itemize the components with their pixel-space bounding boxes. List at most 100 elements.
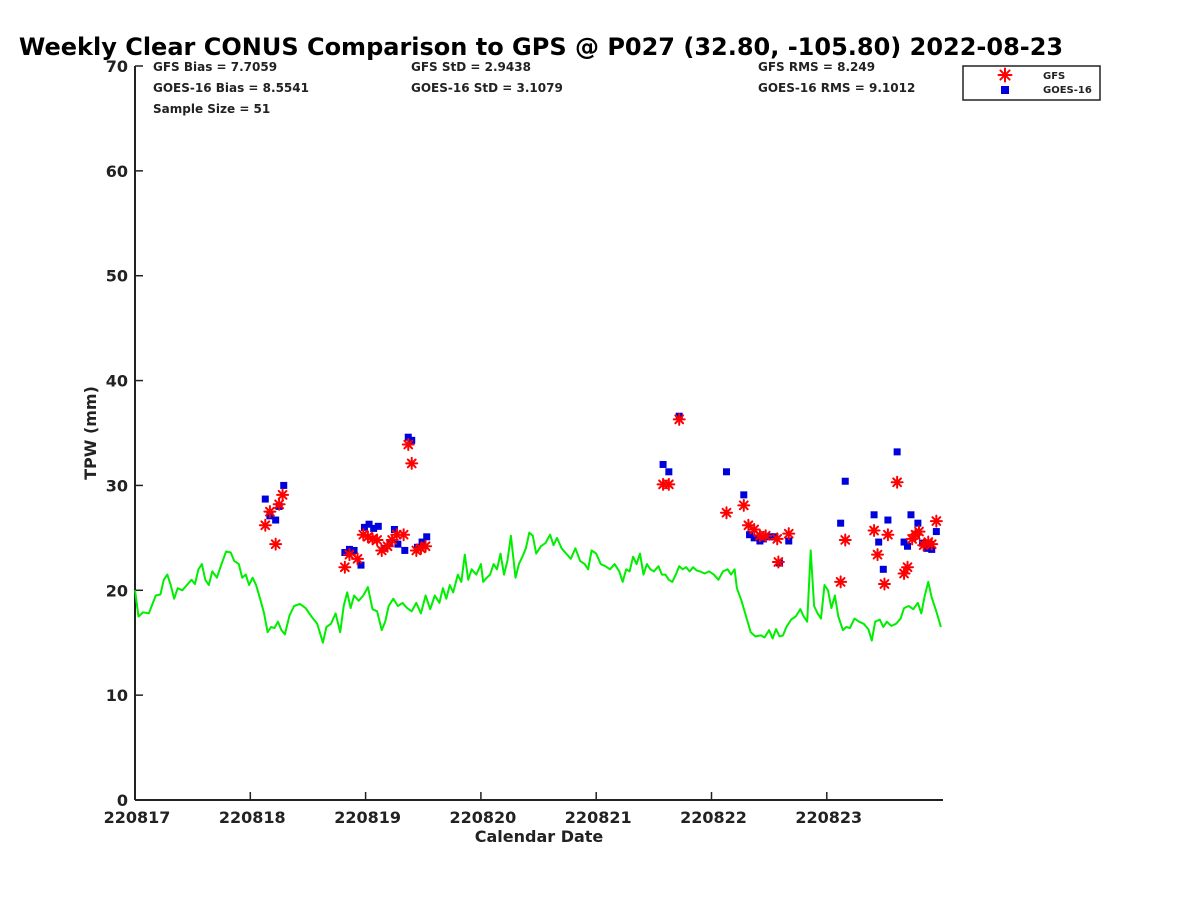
goes-16-point	[884, 516, 892, 524]
goes-16-point	[750, 534, 758, 542]
gfs-point	[747, 522, 761, 536]
gfs-std-text: GFS StD = 2.9438	[411, 60, 531, 74]
goes-16-point	[879, 565, 887, 573]
legend-gfs-label: GFS	[1043, 71, 1065, 82]
goes-16-point	[837, 519, 845, 527]
gfs-bias-text: GFS Bias = 7.7059	[153, 60, 277, 74]
y-tick-label: 0	[117, 791, 128, 810]
goes-16-point	[357, 561, 365, 569]
goes-16-point	[746, 531, 754, 539]
goes-16-point	[413, 543, 421, 551]
statistics-annotations: GFS Bias = 7.7059 GOES-16 Bias = 8.5541 …	[153, 60, 915, 116]
goes-16-point	[370, 524, 378, 532]
gfs-point	[890, 475, 904, 489]
goes-16-point	[280, 481, 288, 489]
x-axis-label: Calendar Date	[475, 827, 604, 846]
gfs-point	[881, 528, 895, 542]
gfs-point	[770, 532, 784, 546]
x-tick-label: 220817	[104, 808, 171, 827]
goes-16-point	[401, 546, 409, 554]
y-tick-label: 30	[106, 476, 128, 495]
y-tick-label: 50	[106, 267, 128, 286]
y-tick-label: 40	[106, 372, 128, 391]
legend: GFS GOES-16	[962, 65, 1101, 101]
gfs-point	[834, 575, 848, 589]
gfs-point	[782, 527, 796, 541]
goes-16-point	[390, 525, 398, 533]
goes-rms-text: GOES-16 RMS = 9.1012	[758, 81, 915, 95]
gfs-point	[925, 537, 939, 551]
goes-16-point	[766, 533, 774, 541]
gfs-point	[401, 438, 415, 452]
goes-16-point	[423, 533, 431, 541]
goes-16-point	[904, 542, 912, 550]
gfs-point	[351, 552, 365, 566]
y-tick-label: 60	[106, 162, 128, 181]
gfs-point	[338, 560, 352, 574]
gfs-point	[901, 560, 915, 574]
legend-gfs-asterisk-icon	[997, 67, 1013, 83]
gfs-point	[269, 537, 283, 551]
legend-box	[962, 65, 1101, 101]
goes-16-point	[365, 520, 373, 528]
goes-16-point	[374, 522, 382, 530]
goes-16-point	[341, 549, 349, 557]
sample-size-text: Sample Size = 51	[153, 102, 270, 116]
goes-16-point	[261, 495, 269, 503]
gfs-point	[405, 456, 419, 470]
gfs-point	[877, 577, 891, 591]
gfs-point	[370, 533, 384, 547]
gfs-point	[381, 539, 395, 553]
gfs-point	[912, 525, 926, 539]
goes-16-point	[870, 511, 878, 519]
gfs-point	[258, 518, 272, 532]
gfs-point	[759, 529, 773, 543]
goes-16-point	[785, 537, 793, 545]
y-tick-label: 20	[106, 581, 128, 600]
goes-bias-text: GOES-16 Bias = 8.5541	[153, 81, 309, 95]
goes-16-point	[900, 538, 908, 546]
goes-16-point	[665, 468, 673, 476]
goes-16-point	[722, 468, 730, 476]
y-tick-label: 10	[106, 686, 128, 705]
x-tick-label: 220818	[219, 808, 286, 827]
gfs-point	[397, 528, 411, 542]
gfs-point	[419, 539, 433, 553]
x-tick-label: 220822	[680, 808, 747, 827]
x-tick-label: 220819	[334, 808, 401, 827]
gfs-point	[929, 514, 943, 528]
gfs-point	[838, 533, 852, 547]
gfs-point	[719, 506, 733, 520]
gfs-point	[867, 524, 881, 538]
gps-series	[134, 531, 942, 644]
gfs-point	[771, 555, 785, 569]
legend-goes-label: GOES-16	[1043, 85, 1092, 96]
goes-16-point	[740, 491, 748, 499]
gfs-point	[741, 518, 755, 532]
goes-16-point	[932, 528, 940, 536]
chart-title: Weekly Clear CONUS Comparison to GPS @ P…	[19, 33, 1063, 61]
gfs-series	[258, 412, 943, 591]
goes-std-text: GOES-16 StD = 3.1079	[411, 81, 563, 95]
gfs-point	[737, 498, 751, 512]
goes-16-point	[841, 477, 849, 485]
gfs-point	[356, 528, 370, 542]
gfs-point	[385, 533, 399, 547]
x-tick-label: 220823	[795, 808, 862, 827]
x-tick-label: 220820	[450, 808, 517, 827]
gfs-point	[662, 477, 676, 491]
goes-16-point	[360, 523, 368, 531]
goes-16-point	[914, 519, 922, 527]
legend-gfs-star	[997, 67, 1013, 83]
gps-line	[134, 531, 942, 644]
x-tick-label: 220821	[565, 808, 632, 827]
goes-16-point	[875, 538, 883, 546]
goes-16-point	[893, 448, 901, 456]
y-tick-label: 70	[106, 57, 128, 76]
legend-goes-square-icon	[1001, 86, 1009, 94]
x-axis-ticks: 220817 220818 220819 220820 220821 220822 2208…	[104, 792, 862, 827]
goes-16-point	[394, 540, 402, 548]
goes-16-point	[659, 460, 667, 468]
